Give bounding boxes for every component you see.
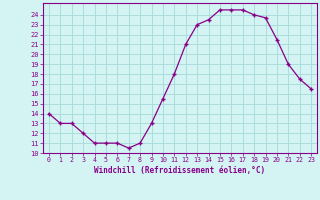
X-axis label: Windchill (Refroidissement éolien,°C): Windchill (Refroidissement éolien,°C) [94,166,266,175]
